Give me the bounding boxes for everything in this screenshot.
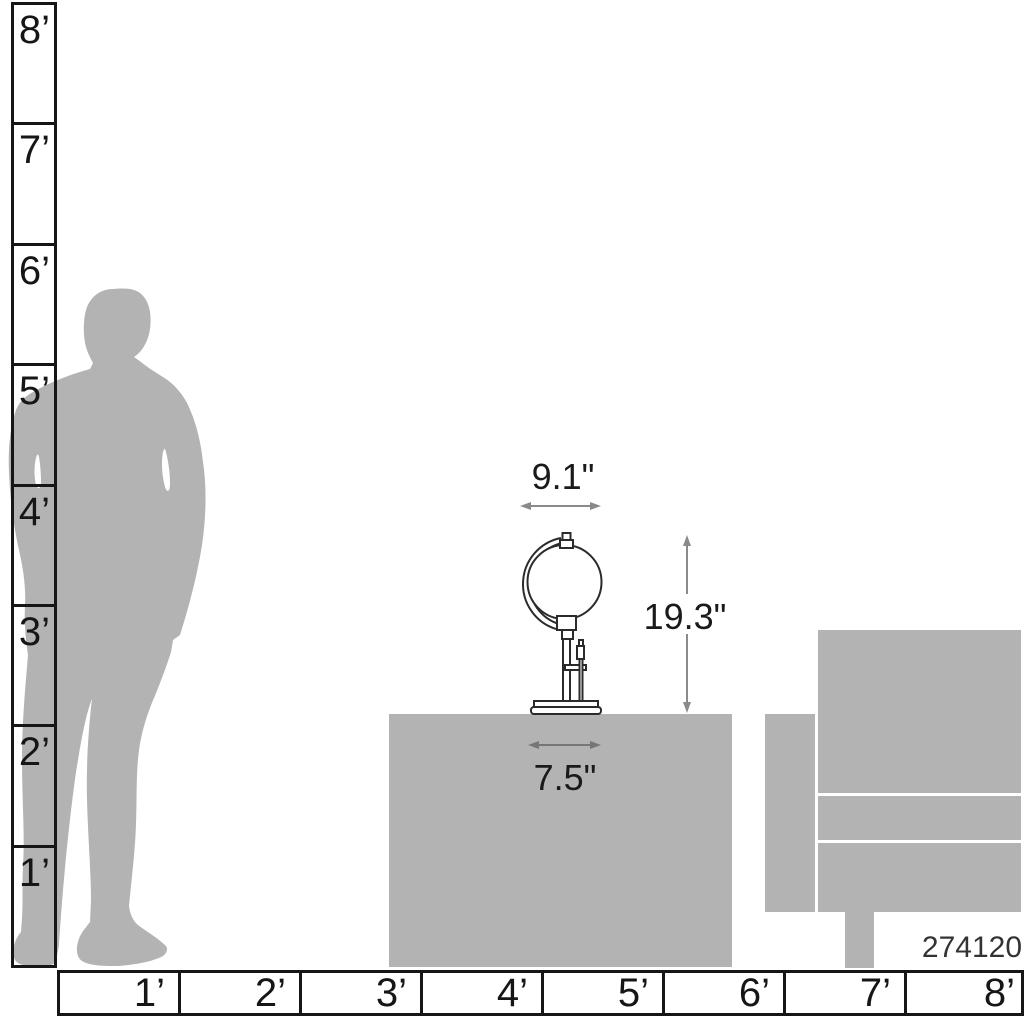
h-ruler-cell-3ft: 3’ (302, 973, 423, 1013)
lamp-key-bar (564, 664, 587, 671)
h-ruler-cell-7ft: 7’ (786, 973, 907, 1013)
product-number: 274120 (921, 931, 1022, 964)
lamp-base-plate (530, 706, 602, 715)
lamp-drawing (522, 532, 603, 715)
v-ruler-label-6ft: 6’ (18, 248, 50, 293)
h-ruler-cell-8ft: 8’ (907, 971, 1021, 1015)
v-ruler-cell-2ft: 2’ (14, 727, 54, 848)
h-ruler-cell-5ft: 5’ (544, 973, 665, 1013)
vertical-foot-ruler: 8’ 7’ 6’ 5’ 4’ 3’ 2’ 1’ (11, 2, 57, 968)
v-ruler-label-8ft: 8’ (18, 8, 50, 52)
lamp-socket-neck (561, 629, 574, 640)
lamp-pull-rod (578, 658, 584, 703)
v-ruler-label-7ft: 7’ (18, 128, 50, 173)
v-ruler-label-1ft: 1’ (18, 850, 50, 895)
base-width-arrow (528, 741, 601, 749)
v-ruler-cell-8ft: 8’ (14, 5, 54, 126)
v-ruler-label-4ft: 4’ (18, 489, 50, 534)
sleeve-gap-right (161, 449, 170, 491)
v-ruler-label-3ft: 3’ (18, 609, 50, 654)
h-ruler-label-7ft: 7’ (859, 971, 891, 1015)
horizontal-foot-ruler: 1’ 2’ 3’ 4’ 5’ 6’ 7’ 8’ (57, 970, 1024, 1016)
sleeve-gap-left (34, 454, 41, 489)
h-ruler-label-1ft: 1’ (133, 971, 165, 1015)
v-ruler-cell-4ft: 4’ (14, 487, 54, 607)
v-ruler-label-5ft: 5’ (18, 369, 50, 414)
lamp-arc-outer (522, 537, 562, 630)
h-ruler-label-4ft: 4’ (496, 971, 528, 1015)
h-ruler-label-8ft: 8’ (983, 971, 1015, 1015)
lamp-socket (556, 615, 577, 631)
sofa-leg (845, 912, 874, 968)
v-ruler-cell-3ft: 3’ (14, 607, 54, 728)
dimension-arrows (520, 502, 691, 749)
lamp-top-cap (559, 539, 574, 549)
height-arrow (683, 535, 691, 713)
h-ruler-cell-4ft: 4’ (423, 973, 544, 1013)
lamp-globe (526, 544, 603, 620)
h-ruler-cell-1ft: 1’ (60, 973, 181, 1013)
v-ruler-cell-6ft: 6’ (14, 246, 54, 367)
person-silhouette (8, 288, 206, 968)
sofa-backrest (818, 630, 1021, 793)
v-ruler-label-2ft: 2’ (18, 730, 50, 775)
v-ruler-cell-1ft: 1’ (14, 848, 54, 965)
width-dimension-label: 9.1" (531, 456, 595, 497)
h-ruler-label-2ft: 2’ (254, 971, 286, 1015)
h-ruler-label-3ft: 3’ (375, 971, 407, 1015)
base-width-dimension-label: 7.5" (533, 757, 597, 798)
v-ruler-cell-5ft: 5’ (14, 366, 54, 487)
table-block (389, 714, 732, 967)
height-dimension-label: 19.3" (643, 596, 727, 637)
h-ruler-label-6ft: 6’ (738, 971, 770, 1015)
h-ruler-label-5ft: 5’ (617, 971, 649, 1015)
v-ruler-cell-7ft: 7’ (14, 125, 54, 246)
sofa-block (765, 630, 1021, 968)
h-ruler-cell-2ft: 2’ (181, 973, 302, 1013)
width-arrow (520, 502, 601, 510)
h-ruler-cell-6ft: 6’ (665, 973, 786, 1013)
sofa-base (818, 843, 1021, 912)
sofa-seat-band (818, 796, 1021, 840)
sofa-armrest (765, 714, 815, 912)
lamp-pull-cap (576, 645, 585, 660)
